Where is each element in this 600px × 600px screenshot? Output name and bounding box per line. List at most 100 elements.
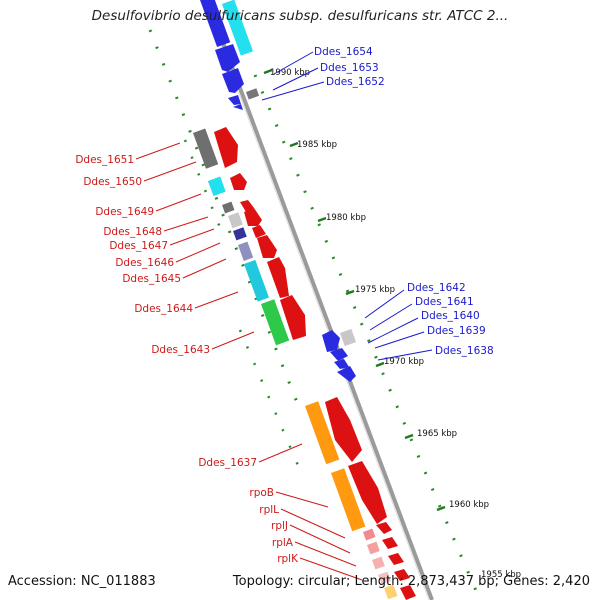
gene-label: Ddes_1648 — [103, 226, 162, 238]
gene-label: rpoB — [249, 487, 274, 499]
tick-label: 1965 kbp — [417, 429, 457, 439]
gene-arrow — [252, 225, 266, 238]
gene-label: Ddes_1653 — [320, 62, 379, 74]
genes-mid-right — [322, 328, 357, 382]
label-leader — [273, 51, 314, 75]
gene-label: Ddes_1650 — [83, 176, 142, 188]
gene-box — [340, 328, 357, 347]
genes-bottom — [305, 397, 416, 600]
gene-arrow — [280, 295, 306, 340]
label-leader — [374, 331, 425, 349]
label-leader — [258, 443, 303, 463]
gene-box — [261, 299, 290, 346]
label-leader — [155, 193, 202, 212]
labels-bottom-left: Ddes_1637 rpoB rplL rplJ rplA rplK — [198, 443, 363, 581]
label-leader — [135, 142, 181, 160]
tick-mark — [263, 68, 273, 75]
label-leader — [169, 228, 215, 246]
inner-guide-line-top — [253, 74, 482, 600]
tick-label: 1980 kbp — [326, 213, 366, 223]
gene-arrow — [330, 348, 348, 361]
gene-box — [200, 0, 231, 47]
gene-box — [372, 556, 385, 570]
tick-label: 1990 kbp — [270, 68, 310, 78]
label-leader — [369, 303, 413, 331]
gene-label: Ddes_1643 — [151, 344, 210, 356]
label-leader — [272, 67, 319, 91]
gene-arrow — [348, 461, 387, 524]
label-leader — [377, 349, 433, 361]
gene-box — [331, 468, 366, 532]
gene-box — [384, 584, 398, 600]
label-leader — [163, 216, 209, 232]
label-leader — [280, 508, 346, 539]
label-leader — [261, 81, 325, 101]
gene-box — [363, 528, 376, 541]
gene-label: rplJ — [271, 520, 288, 532]
gene-label: Ddes_1640 — [421, 310, 480, 322]
gene-label: Ddes_1642 — [407, 282, 466, 294]
gene-arrow — [230, 173, 247, 190]
gene-arrow — [325, 397, 362, 462]
tick-mark — [345, 289, 355, 296]
gene-label: Ddes_1654 — [314, 46, 373, 58]
gene-label: Ddes_1652 — [326, 76, 385, 88]
gene-label: Ddes_1641 — [415, 296, 474, 308]
accession-text: Accession: NC_011883 — [8, 574, 156, 589]
gene-arrow — [240, 200, 254, 212]
gene-box — [246, 88, 260, 100]
outer-guide-line-lower — [238, 329, 302, 471]
gene-label: Ddes_1647 — [109, 240, 168, 252]
genome-backbone — [205, 0, 434, 600]
gene-arrow — [257, 235, 277, 258]
genes-top — [200, 0, 260, 110]
tick-label: 1975 kbp — [355, 285, 395, 295]
gene-arrow — [400, 585, 416, 600]
gene-box — [367, 541, 380, 555]
gene-arrow — [267, 257, 289, 298]
label-leader — [143, 161, 197, 182]
labels-mid-right: Ddes_1642 Ddes_1641 Ddes_1640 Ddes_1639 … — [364, 282, 494, 361]
gene-box — [238, 241, 254, 261]
topology-summary: Topology: circular; Length: 2,873,437 bp… — [232, 574, 590, 589]
tick-label: 1985 kbp — [297, 140, 337, 150]
gene-arrow — [215, 44, 240, 72]
gene-arrow — [376, 522, 392, 534]
tick-mark — [404, 433, 414, 440]
tick-mark — [317, 216, 327, 223]
gene-box — [228, 212, 243, 229]
gene-label: rplL — [259, 504, 279, 516]
tick-label: 1955 kbp — [481, 570, 521, 580]
tick-label: 1960 kbp — [449, 500, 489, 510]
gene-box — [233, 227, 247, 241]
gene-arrow — [394, 569, 410, 581]
gene-arrow — [228, 95, 241, 105]
labels-top-right: Ddes_1654 Ddes_1653 Ddes_1652 — [261, 46, 385, 101]
gene-label: Ddes_1639 — [427, 325, 486, 337]
gene-arrow — [222, 68, 244, 93]
labels-left: Ddes_1651 Ddes_1650 Ddes_1649 Ddes_1648 … — [75, 142, 255, 356]
gene-box — [222, 0, 254, 56]
label-leader — [364, 289, 405, 319]
label-leader — [299, 557, 363, 581]
scale-ticks: 1990 kbp 1985 kbp 1980 kbp 1975 kbp 1970… — [263, 68, 521, 580]
gene-label: Ddes_1644 — [134, 303, 193, 315]
gene-label: rplA — [272, 537, 294, 549]
tick-label: 1970 kbp — [384, 357, 424, 367]
label-leader — [367, 317, 419, 344]
gene-arrow — [214, 127, 238, 168]
label-leader — [194, 291, 239, 309]
label-leader — [175, 242, 221, 263]
gene-arrow — [233, 104, 243, 110]
gene-arrow — [244, 208, 262, 226]
label-leader — [294, 541, 357, 567]
gene-box — [208, 176, 226, 197]
backbone-highlight — [203, 0, 430, 600]
gene-arrow — [337, 366, 356, 382]
tick-mark — [289, 141, 299, 148]
gene-arrow — [388, 553, 404, 565]
gene-label: Ddes_1649 — [95, 206, 154, 218]
gene-label: rplK — [277, 553, 299, 565]
map-title: Desulfovibrio desulfuricans subsp. desul… — [91, 8, 509, 24]
genes-left — [193, 127, 306, 346]
